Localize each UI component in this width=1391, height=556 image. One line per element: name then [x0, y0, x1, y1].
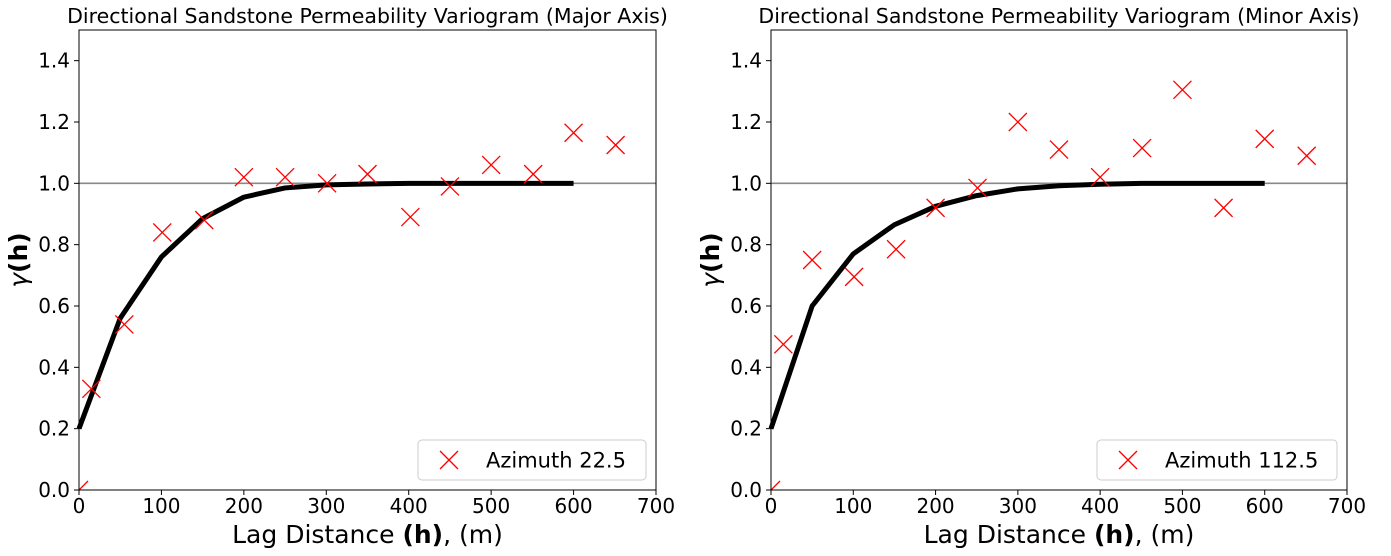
x-tick-label: 300: [999, 494, 1037, 518]
data-point: [1214, 198, 1234, 218]
x-tick-label: 500: [1163, 494, 1201, 518]
y-tick-label: 1.4: [730, 49, 762, 73]
data-point: [1172, 80, 1192, 100]
data-point: [1049, 140, 1069, 160]
chart-title: Directional Sandstone Permeability Vario…: [758, 4, 1359, 28]
data-point: [114, 314, 134, 334]
legend-box: [1096, 439, 1338, 481]
x-tick-label: 400: [390, 494, 428, 518]
y-tick-label: 0.8: [38, 233, 70, 257]
data-point: [317, 173, 337, 193]
data-points: [79, 123, 626, 490]
data-point: [81, 379, 101, 399]
x-tick-label: 700: [637, 494, 675, 518]
x-axis-label: Lag Distance (h), (m): [232, 520, 503, 549]
y-tick-label: 0.6: [38, 294, 70, 318]
data-point: [1090, 167, 1110, 187]
x-axis-label-suffix: , (m): [1135, 520, 1195, 549]
y-tick-label: 1.0: [38, 171, 70, 195]
y-tick-label: 1.2: [38, 110, 70, 134]
y-axis-label-prefix: γ: [696, 272, 725, 288]
data-point: [926, 198, 946, 218]
legend-box: [417, 439, 647, 481]
y-axis-label: γ(h): [696, 232, 725, 287]
y-tick-label: 0.4: [38, 355, 70, 379]
data-point: [844, 267, 864, 287]
data-point: [523, 164, 543, 184]
data-point: [802, 250, 822, 270]
y-axis-label-bold: (h): [4, 232, 33, 273]
data-point: [771, 480, 781, 490]
x-axis-label-bold: (h): [1094, 520, 1135, 549]
y-axis-label-prefix: γ: [4, 272, 33, 288]
x-tick-label: 400: [1081, 494, 1119, 518]
x-tick-label: 200: [225, 494, 263, 518]
y-tick-label: 1.4: [38, 49, 70, 73]
legend-marker-x-icon: [439, 450, 459, 470]
y-tick-label: 0.6: [730, 294, 762, 318]
chart-panel-major: Directional Sandstone Permeability Vario…: [4, 4, 675, 549]
x-tick-label: 100: [142, 494, 180, 518]
x-tick-label: 500: [472, 494, 510, 518]
legend-label: Azimuth 22.5: [486, 449, 626, 473]
x-axis-label-prefix: Lag Distance: [924, 520, 1094, 549]
variogram-model-line: [76, 180, 574, 430]
data-point: [968, 178, 987, 198]
chart-panel-minor: Directional Sandstone Permeability Vario…: [696, 4, 1366, 549]
y-tick-label: 0.0: [730, 478, 762, 502]
plot-frame: [770, 29, 1348, 491]
legend-label: Azimuth 112.5: [1165, 449, 1318, 473]
x-axis-label-prefix: Lag Distance: [232, 520, 402, 549]
y-tick-label: 0.0: [38, 478, 70, 502]
data-point: [1132, 138, 1152, 158]
data-point: [1008, 112, 1028, 132]
x-axis-label-bold: (h): [402, 520, 443, 549]
x-tick-label: 300: [307, 494, 345, 518]
plot-frame: [78, 29, 657, 491]
x-tick-label: 700: [1328, 494, 1366, 518]
y-tick-label: 1.2: [730, 110, 762, 134]
data-point: [79, 480, 89, 490]
x-tick-label: 0: [73, 494, 86, 518]
data-points: [771, 80, 1317, 490]
legend: Azimuth 22.5: [417, 439, 647, 481]
x-tick-label: 600: [554, 494, 592, 518]
x-tick-label: 200: [916, 494, 954, 518]
legend-marker-x-icon: [1118, 450, 1138, 470]
data-point: [275, 167, 295, 187]
data-point: [400, 207, 420, 227]
y-axis-label: γ(h): [4, 232, 33, 287]
y-tick-label: 0.8: [730, 233, 762, 257]
data-point: [440, 176, 460, 196]
data-point: [481, 155, 501, 175]
variogram-model-line: [768, 180, 1265, 430]
x-tick-label: 600: [1246, 494, 1284, 518]
data-point: [564, 123, 584, 143]
x-axis-label-suffix: , (m): [443, 520, 503, 549]
data-point: [886, 239, 906, 259]
data-point: [606, 135, 626, 155]
data-point: [152, 222, 172, 242]
data-point: [1297, 146, 1317, 166]
data-point: [194, 210, 214, 230]
data-point: [773, 334, 793, 354]
y-axis-label-bold: (h): [696, 232, 725, 273]
x-axis-label: Lag Distance (h), (m): [924, 520, 1195, 549]
y-tick-label: 0.2: [38, 417, 70, 441]
x-tick-label: 0: [765, 494, 778, 518]
data-point: [358, 164, 377, 184]
data-point: [1255, 129, 1275, 149]
legend: Azimuth 112.5: [1096, 439, 1338, 481]
y-tick-label: 1.0: [730, 171, 762, 195]
data-point: [234, 167, 254, 187]
x-tick-label: 100: [834, 494, 872, 518]
y-tick-label: 0.2: [730, 417, 762, 441]
y-tick-label: 0.4: [730, 355, 762, 379]
chart-title: Directional Sandstone Permeability Vario…: [67, 4, 668, 28]
